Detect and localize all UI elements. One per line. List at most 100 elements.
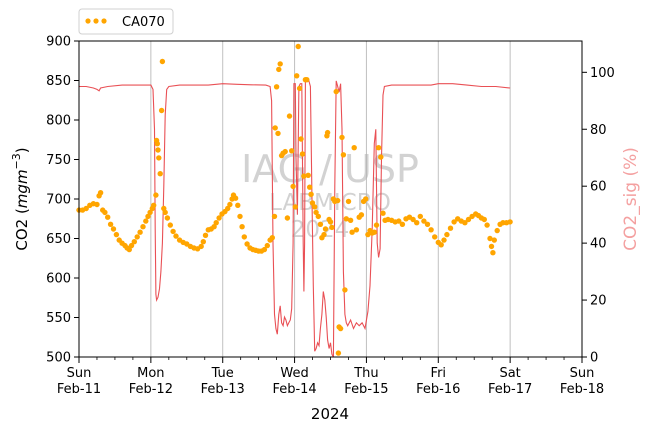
co2-point-112 <box>324 129 331 136</box>
co2-point-161 <box>441 237 447 243</box>
co2-point-131 <box>353 227 360 233</box>
co2-point-156 <box>424 221 431 227</box>
x-tick-date-0: Feb-11 <box>57 382 101 397</box>
co2-point-136 <box>365 231 371 238</box>
left-axis-title-exp: −3 <box>10 153 23 169</box>
co2-point-167 <box>462 220 468 226</box>
co2-point-101 <box>307 184 313 190</box>
co2-point-155 <box>421 218 427 224</box>
co2-point-96 <box>299 151 306 157</box>
co2-point-142 <box>378 154 384 160</box>
co2-point-153 <box>414 220 420 226</box>
co2-point-60 <box>227 201 233 208</box>
x-axis-title: 2024 <box>311 405 349 423</box>
co2-point-36 <box>159 58 166 65</box>
co2-point-19 <box>128 242 135 249</box>
co2-point-140 <box>373 222 380 228</box>
co2-point-94 <box>296 85 303 92</box>
left-tick-label-4: 700 <box>46 193 71 208</box>
co2-point-64 <box>235 202 241 208</box>
x-tick-date-6: Feb-17 <box>488 382 532 397</box>
legend: CA070 <box>78 8 174 35</box>
co2-point-88 <box>286 113 293 119</box>
co2-point-177 <box>490 250 496 256</box>
co2-point-21 <box>134 234 140 240</box>
left-tick-label-6: 800 <box>46 114 71 129</box>
x-tick-weekday-1: Mon <box>137 366 164 381</box>
left-tick-label-8: 900 <box>46 35 71 50</box>
co2-point-126 <box>343 216 349 222</box>
co2-point-106 <box>315 213 321 220</box>
co2-point-18 <box>126 246 132 253</box>
left-axis-title-close: ) <box>13 147 31 153</box>
right-tick-label-5: 100 <box>590 66 615 81</box>
co2-point-125 <box>342 287 348 293</box>
co2-point-179 <box>494 227 500 234</box>
co2-point-105 <box>313 209 319 216</box>
right-tick-label-0: 0 <box>590 351 598 366</box>
x-tick-weekday-4: Thu <box>353 366 378 381</box>
left-axis-title-main: CO2 ( <box>13 208 31 250</box>
co2-point-91 <box>292 204 298 210</box>
co2-point-5 <box>94 201 100 208</box>
co2-point-100 <box>305 172 311 178</box>
co2-point-107 <box>317 221 324 227</box>
right-tick-label-2: 40 <box>590 237 607 252</box>
left-tick-label-0: 500 <box>46 351 71 366</box>
co2-point-24 <box>143 218 149 224</box>
co2-point-89 <box>289 148 295 154</box>
co2-point-66 <box>239 224 245 230</box>
co2-point-175 <box>487 235 493 242</box>
co2-point-158 <box>432 234 438 240</box>
co2-point-74 <box>261 246 268 253</box>
co2-point-33 <box>156 155 162 161</box>
co2-point-55 <box>213 220 219 226</box>
co2-point-65 <box>237 213 243 220</box>
co2-point-135 <box>363 196 369 202</box>
x-tick-date-1: Feb-12 <box>129 382 173 397</box>
co2-point-99 <box>304 77 310 83</box>
co2-point-178 <box>491 237 497 243</box>
co2-point-109 <box>321 231 327 238</box>
co2-point-129 <box>349 229 355 235</box>
co2-point-118 <box>333 88 339 95</box>
x-tick-weekday-5: Fri <box>431 366 447 381</box>
co2-point-122 <box>337 325 344 332</box>
co2-point-29 <box>153 192 159 198</box>
co2-point-174 <box>484 222 490 228</box>
x-tick-date-7: Feb-18 <box>560 382 604 397</box>
left-tick-label-1: 550 <box>46 311 71 326</box>
co2-point-42 <box>173 233 179 239</box>
co2-point-28 <box>151 202 157 208</box>
legend-marker-3 <box>101 18 107 24</box>
co2-point-183 <box>507 219 513 225</box>
co2-point-75 <box>264 242 270 249</box>
co2-point-49 <box>198 243 204 250</box>
co2-point-78 <box>271 213 278 220</box>
co2-point-143 <box>380 210 386 216</box>
legend-box <box>78 8 174 35</box>
right-y-axis: 0 20 40 60 80 100 <box>582 66 615 366</box>
co2-point-104 <box>312 204 318 210</box>
co2-point-127 <box>345 198 352 205</box>
co2-point-115 <box>329 224 335 231</box>
co2-point-11 <box>107 221 114 227</box>
left-tick-label-2: 600 <box>46 272 71 287</box>
co2-point-38 <box>162 209 168 216</box>
co2-point-39 <box>164 215 171 221</box>
x-tick-weekday-0: Sun <box>67 366 92 381</box>
right-tick-label-3: 60 <box>590 180 607 195</box>
left-tick-label-3: 650 <box>46 232 71 247</box>
legend-marker-2 <box>93 18 99 24</box>
right-tick-label-1: 20 <box>590 294 607 309</box>
left-axis-title: CO2 (mgm−3) <box>10 147 31 250</box>
co2-point-2 <box>83 205 89 212</box>
x-axis: SunFeb-11MonFeb-12TueFeb-13WedFeb-14ThuF… <box>57 357 604 397</box>
co2-point-176 <box>488 243 495 250</box>
co2-point-80 <box>273 84 280 90</box>
co2-point-81 <box>275 130 281 137</box>
co2-point-12 <box>110 226 117 232</box>
co2-point-110 <box>322 226 329 232</box>
co2-point-67 <box>241 234 247 240</box>
